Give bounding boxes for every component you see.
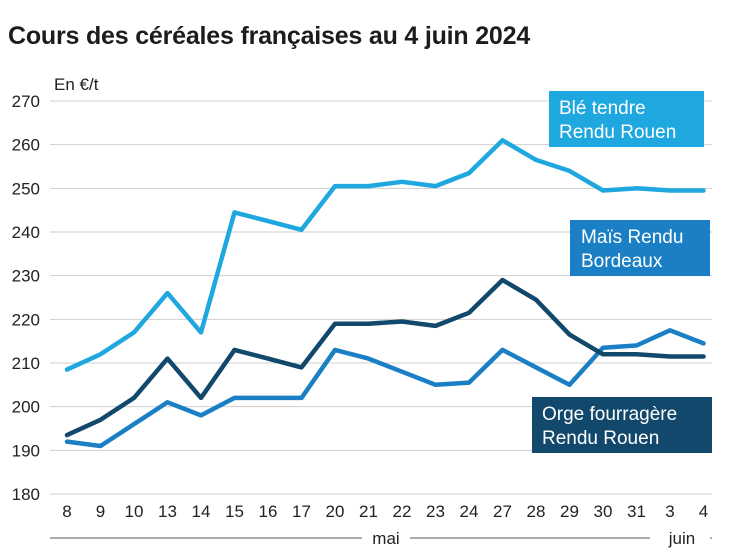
x-tick-label: 15 xyxy=(225,502,244,521)
x-tick-label: 10 xyxy=(125,502,144,521)
x-tick-label: 8 xyxy=(62,502,71,521)
x-tick-label: 27 xyxy=(493,502,512,521)
series-line-ble-tendre xyxy=(64,138,706,372)
x-tick-label: 23 xyxy=(426,502,445,521)
series-label-line: Orge fourragère xyxy=(542,404,677,425)
x-tick-label: 31 xyxy=(627,502,646,521)
x-tick-label: 13 xyxy=(158,502,177,521)
x-tick-label: 16 xyxy=(259,502,278,521)
y-tick-label: 190 xyxy=(12,441,40,460)
series-label-line: Blé tendre xyxy=(559,98,646,119)
x-tick-label: 17 xyxy=(292,502,311,521)
chart-title: Cours des céréales françaises au 4 juin … xyxy=(8,22,531,50)
series-label-box xyxy=(570,220,710,276)
y-tick-label: 220 xyxy=(12,310,40,329)
x-tick-label: 20 xyxy=(326,502,345,521)
x-tick-label: 24 xyxy=(460,502,479,521)
x-tick-label: 9 xyxy=(96,502,105,521)
series-label-line: Rendu Rouen xyxy=(559,122,676,143)
y-tick-label: 200 xyxy=(12,398,40,417)
series-label-line: Rendu Rouen xyxy=(542,428,659,449)
y-tick-label: 180 xyxy=(12,485,40,504)
series-label-box xyxy=(549,91,704,147)
series-label-ble-tendre: Blé tendre Rendu Rouen xyxy=(549,91,704,147)
series-line-orge xyxy=(64,277,706,438)
x-tick-label: 29 xyxy=(560,502,579,521)
series-label-line: Maïs Rendu xyxy=(581,227,683,248)
y-tick-label: 210 xyxy=(12,354,40,373)
series-label-box xyxy=(532,397,712,453)
x-tick-label: 28 xyxy=(527,502,546,521)
y-tick-label: 250 xyxy=(12,179,40,198)
series-label-mais: Maïs Rendu Bordeaux xyxy=(570,220,710,276)
series-label-orge: Orge fourragère Rendu Rouen xyxy=(532,397,712,453)
y-tick-label: 260 xyxy=(12,136,40,155)
y-axis-unit-label: En €/t xyxy=(54,75,99,94)
month-label: mai xyxy=(372,529,399,548)
month-label: juin xyxy=(668,529,695,548)
x-tick-label: 3 xyxy=(665,502,674,521)
series-label-line: Bordeaux xyxy=(581,251,663,272)
y-tick-label: 270 xyxy=(12,92,40,111)
x-tick-label: 21 xyxy=(359,502,378,521)
y-tick-label: 240 xyxy=(12,223,40,242)
x-tick-label: 4 xyxy=(699,502,708,521)
series-line-mais xyxy=(64,328,706,449)
y-tick-label: 230 xyxy=(12,267,40,286)
x-tick-label: 22 xyxy=(393,502,412,521)
x-tick-label: 14 xyxy=(192,502,211,521)
x-tick-label: 30 xyxy=(594,502,613,521)
